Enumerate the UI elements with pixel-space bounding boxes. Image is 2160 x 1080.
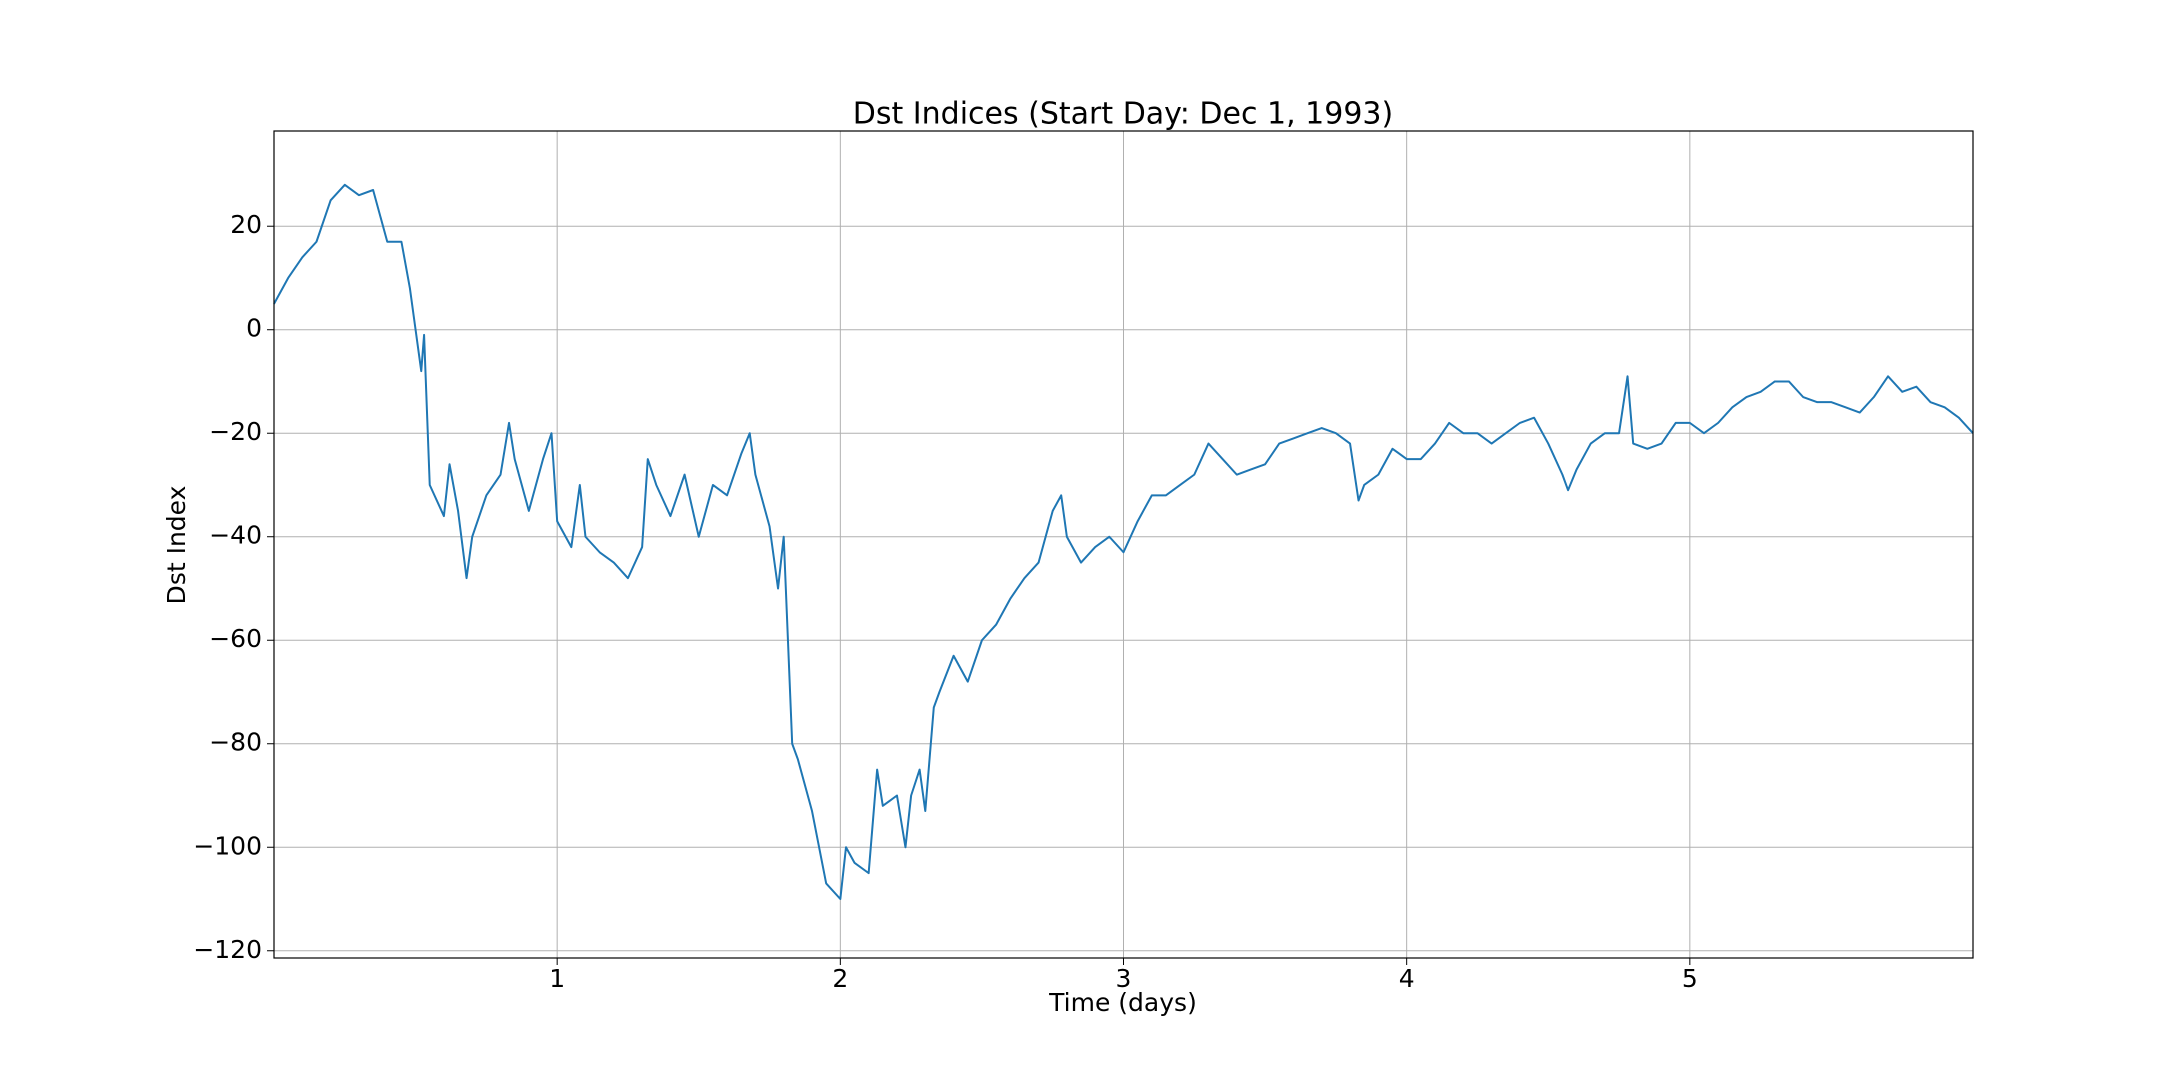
x-tick-label: 3 (1116, 964, 1132, 993)
y-tick-label: −60 (209, 624, 262, 653)
y-tick-label: −20 (209, 417, 262, 446)
data-line (273, 183, 1974, 900)
x-tick-label: 2 (832, 964, 848, 993)
y-axis-label: Dst Index (162, 486, 191, 605)
y-tick-label: −40 (209, 521, 262, 550)
x-tick-label: 5 (1682, 964, 1698, 993)
plot-frame (273, 130, 1974, 959)
x-tick-label: 1 (549, 964, 565, 993)
chart-title: Dst Indices (Start Day: Dec 1, 1993) (853, 97, 1393, 132)
y-tick-label: 0 (246, 314, 262, 343)
y-tick-label: −100 (193, 831, 262, 860)
x-tick-label: 4 (1399, 964, 1415, 993)
y-tick-label: −80 (209, 728, 262, 757)
x-axis-label: Time (days) (1048, 988, 1197, 1017)
y-tick-label: −120 (193, 935, 262, 964)
y-tick-label: 20 (230, 210, 262, 239)
